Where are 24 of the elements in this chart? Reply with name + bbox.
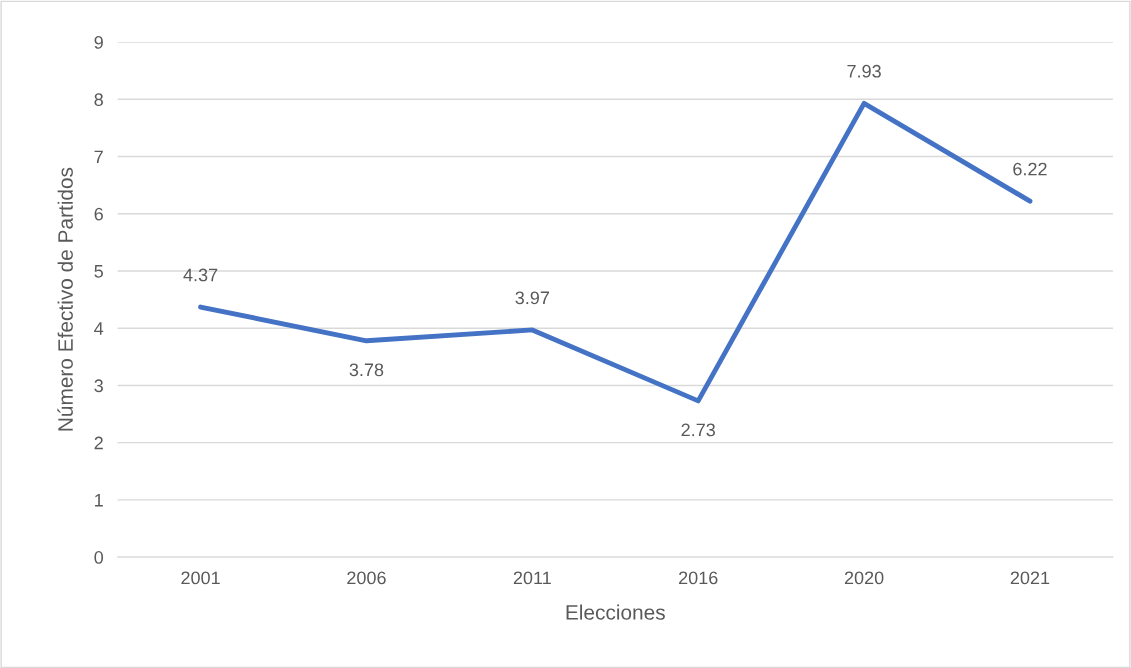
x-tick-label: 2001: [181, 571, 220, 585]
data-label: 2.73: [681, 423, 715, 437]
data-label: 3.78: [349, 363, 384, 377]
data-label: 3.97: [515, 291, 549, 305]
y-tick-label: 2: [94, 436, 103, 450]
y-tick-label: 8: [94, 93, 103, 107]
y-tick-label: 4: [94, 322, 104, 335]
x-axis-title: Elecciones: [566, 604, 665, 620]
y-tick-label: 6: [94, 207, 103, 221]
y-axis-title: Número Efectivo de Partidos: [57, 167, 73, 431]
y-tick-label: 3: [94, 379, 103, 393]
x-tick-label: 2006: [347, 571, 386, 585]
y-tick-label: 7: [94, 150, 103, 164]
data-label: 6.22: [1013, 162, 1047, 176]
y-tick-label: 0: [94, 551, 104, 564]
data-label: 7.93: [847, 64, 881, 78]
x-tick-label: 2011: [513, 571, 551, 585]
x-tick-label: 2016: [679, 571, 718, 585]
x-tick-label: 2021: [1010, 571, 1050, 585]
data-label: 4.37: [183, 268, 218, 282]
y-tick-label: 5: [94, 265, 103, 278]
y-tick-label: 9: [94, 36, 103, 49]
y-tick-label: 1: [95, 494, 103, 507]
x-tick-label: 2020: [844, 571, 884, 585]
